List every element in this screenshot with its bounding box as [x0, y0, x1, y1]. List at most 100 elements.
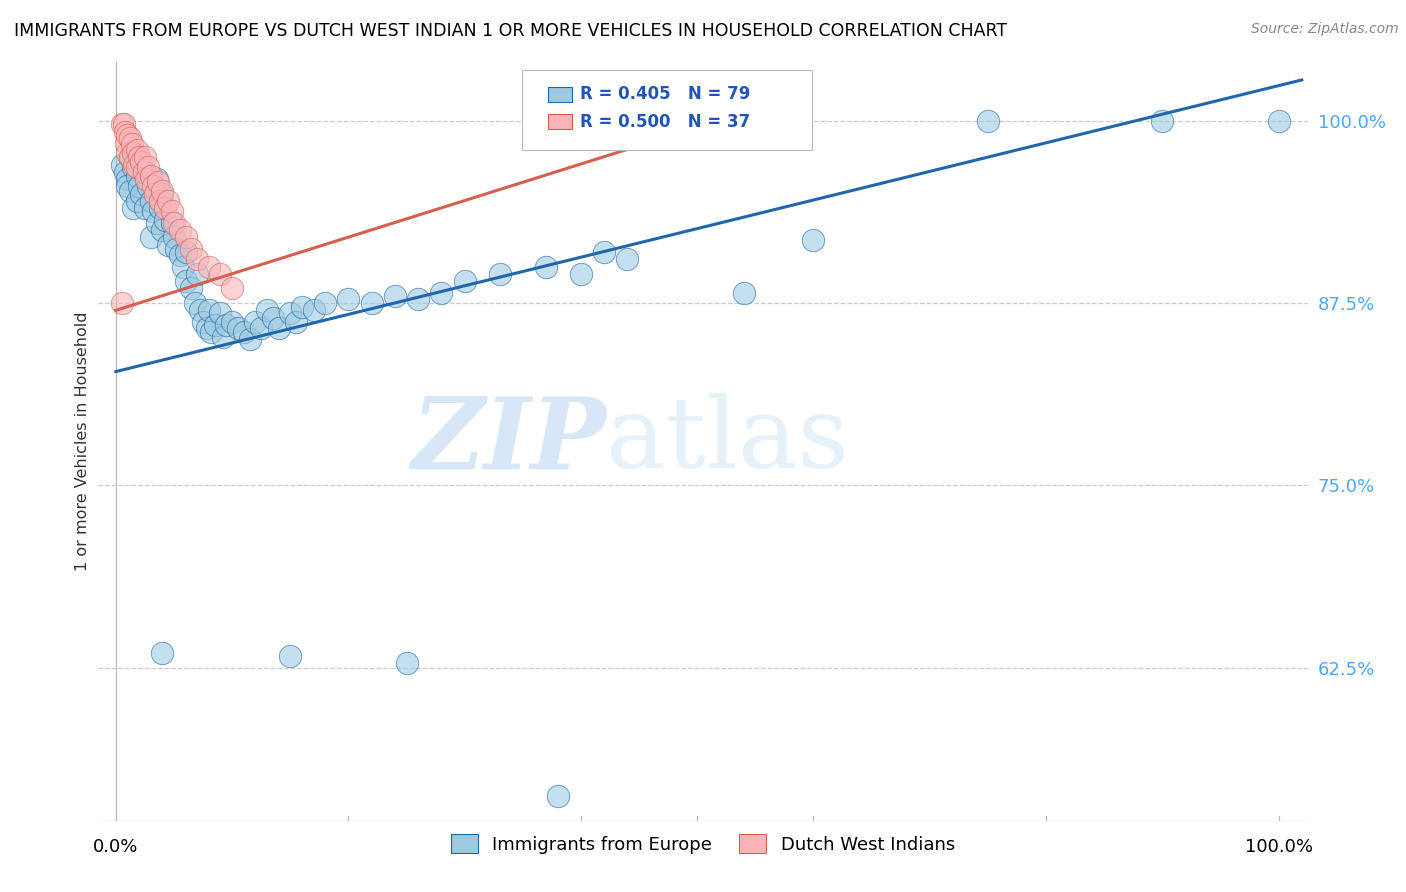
- Point: [146, 175, 169, 189]
- Point: [122, 161, 145, 175]
- Point: [406, 292, 429, 306]
- Point: [135, 172, 157, 186]
- Point: [221, 281, 243, 295]
- Point: [138, 161, 160, 175]
- Point: [145, 216, 167, 230]
- Point: [1267, 113, 1289, 128]
- Point: [149, 201, 172, 215]
- Point: [125, 169, 148, 184]
- Point: [117, 172, 139, 186]
- Point: [211, 329, 233, 343]
- FancyBboxPatch shape: [548, 87, 572, 102]
- Point: [221, 315, 243, 329]
- Point: [139, 169, 162, 184]
- Point: [149, 194, 172, 208]
- Point: [112, 117, 135, 131]
- Point: [124, 157, 146, 171]
- Point: [226, 321, 249, 335]
- Point: [115, 136, 138, 150]
- Point: [163, 216, 186, 230]
- Point: [118, 150, 141, 164]
- Point: [131, 154, 153, 169]
- Point: [114, 125, 136, 139]
- Text: R = 0.405   N = 79: R = 0.405 N = 79: [579, 86, 749, 103]
- Point: [593, 244, 616, 259]
- Point: [733, 285, 755, 300]
- Point: [163, 230, 186, 244]
- Point: [157, 194, 180, 208]
- Point: [278, 306, 301, 320]
- Point: [160, 216, 183, 230]
- FancyBboxPatch shape: [548, 114, 572, 129]
- Point: [200, 325, 222, 339]
- Point: [150, 223, 173, 237]
- Point: [430, 285, 453, 300]
- Point: [125, 161, 148, 175]
- Point: [291, 301, 314, 315]
- Text: R = 0.500   N = 37: R = 0.500 N = 37: [579, 112, 749, 130]
- Point: [534, 260, 557, 274]
- Text: atlas: atlas: [606, 393, 849, 490]
- Point: [395, 656, 418, 670]
- Point: [150, 646, 173, 660]
- Point: [131, 186, 153, 201]
- Point: [209, 267, 232, 281]
- Point: [184, 296, 207, 310]
- Point: [174, 230, 197, 244]
- Point: [174, 274, 197, 288]
- Point: [125, 143, 148, 157]
- Point: [616, 252, 638, 267]
- Point: [186, 267, 208, 281]
- Point: [285, 315, 308, 329]
- Point: [267, 321, 290, 335]
- Point: [977, 113, 1000, 128]
- Point: [256, 303, 278, 318]
- Point: [232, 325, 254, 339]
- Point: [114, 165, 136, 179]
- Point: [337, 292, 360, 306]
- Point: [118, 184, 141, 198]
- Point: [250, 321, 273, 335]
- Point: [314, 296, 336, 310]
- Point: [139, 230, 162, 244]
- Point: [215, 318, 238, 332]
- Point: [134, 150, 156, 164]
- Point: [1152, 113, 1174, 128]
- Point: [302, 303, 325, 318]
- Point: [160, 204, 183, 219]
- Point: [186, 252, 208, 267]
- Point: [209, 306, 232, 320]
- Point: [117, 145, 139, 160]
- Point: [384, 289, 406, 303]
- Point: [142, 204, 165, 219]
- Point: [142, 179, 165, 194]
- FancyBboxPatch shape: [522, 70, 811, 150]
- Point: [180, 281, 202, 295]
- Point: [262, 310, 284, 325]
- Point: [204, 318, 226, 332]
- Point: [191, 315, 214, 329]
- Point: [122, 145, 145, 160]
- Text: ZIP: ZIP: [412, 393, 606, 490]
- Point: [165, 242, 187, 256]
- Point: [117, 128, 139, 143]
- Point: [188, 303, 211, 318]
- Point: [803, 233, 825, 247]
- Point: [169, 223, 191, 237]
- Point: [128, 157, 150, 171]
- Point: [180, 242, 202, 256]
- Legend: Immigrants from Europe, Dutch West Indians: Immigrants from Europe, Dutch West India…: [444, 827, 962, 861]
- Point: [150, 186, 173, 201]
- Point: [139, 194, 162, 208]
- Point: [488, 267, 510, 281]
- Point: [172, 260, 194, 274]
- Point: [547, 789, 569, 803]
- Point: [121, 137, 143, 152]
- Point: [145, 186, 167, 201]
- Point: [360, 296, 382, 310]
- Point: [138, 179, 160, 194]
- Point: [111, 117, 134, 131]
- Point: [125, 194, 148, 208]
- Point: [453, 274, 475, 288]
- Point: [169, 248, 191, 262]
